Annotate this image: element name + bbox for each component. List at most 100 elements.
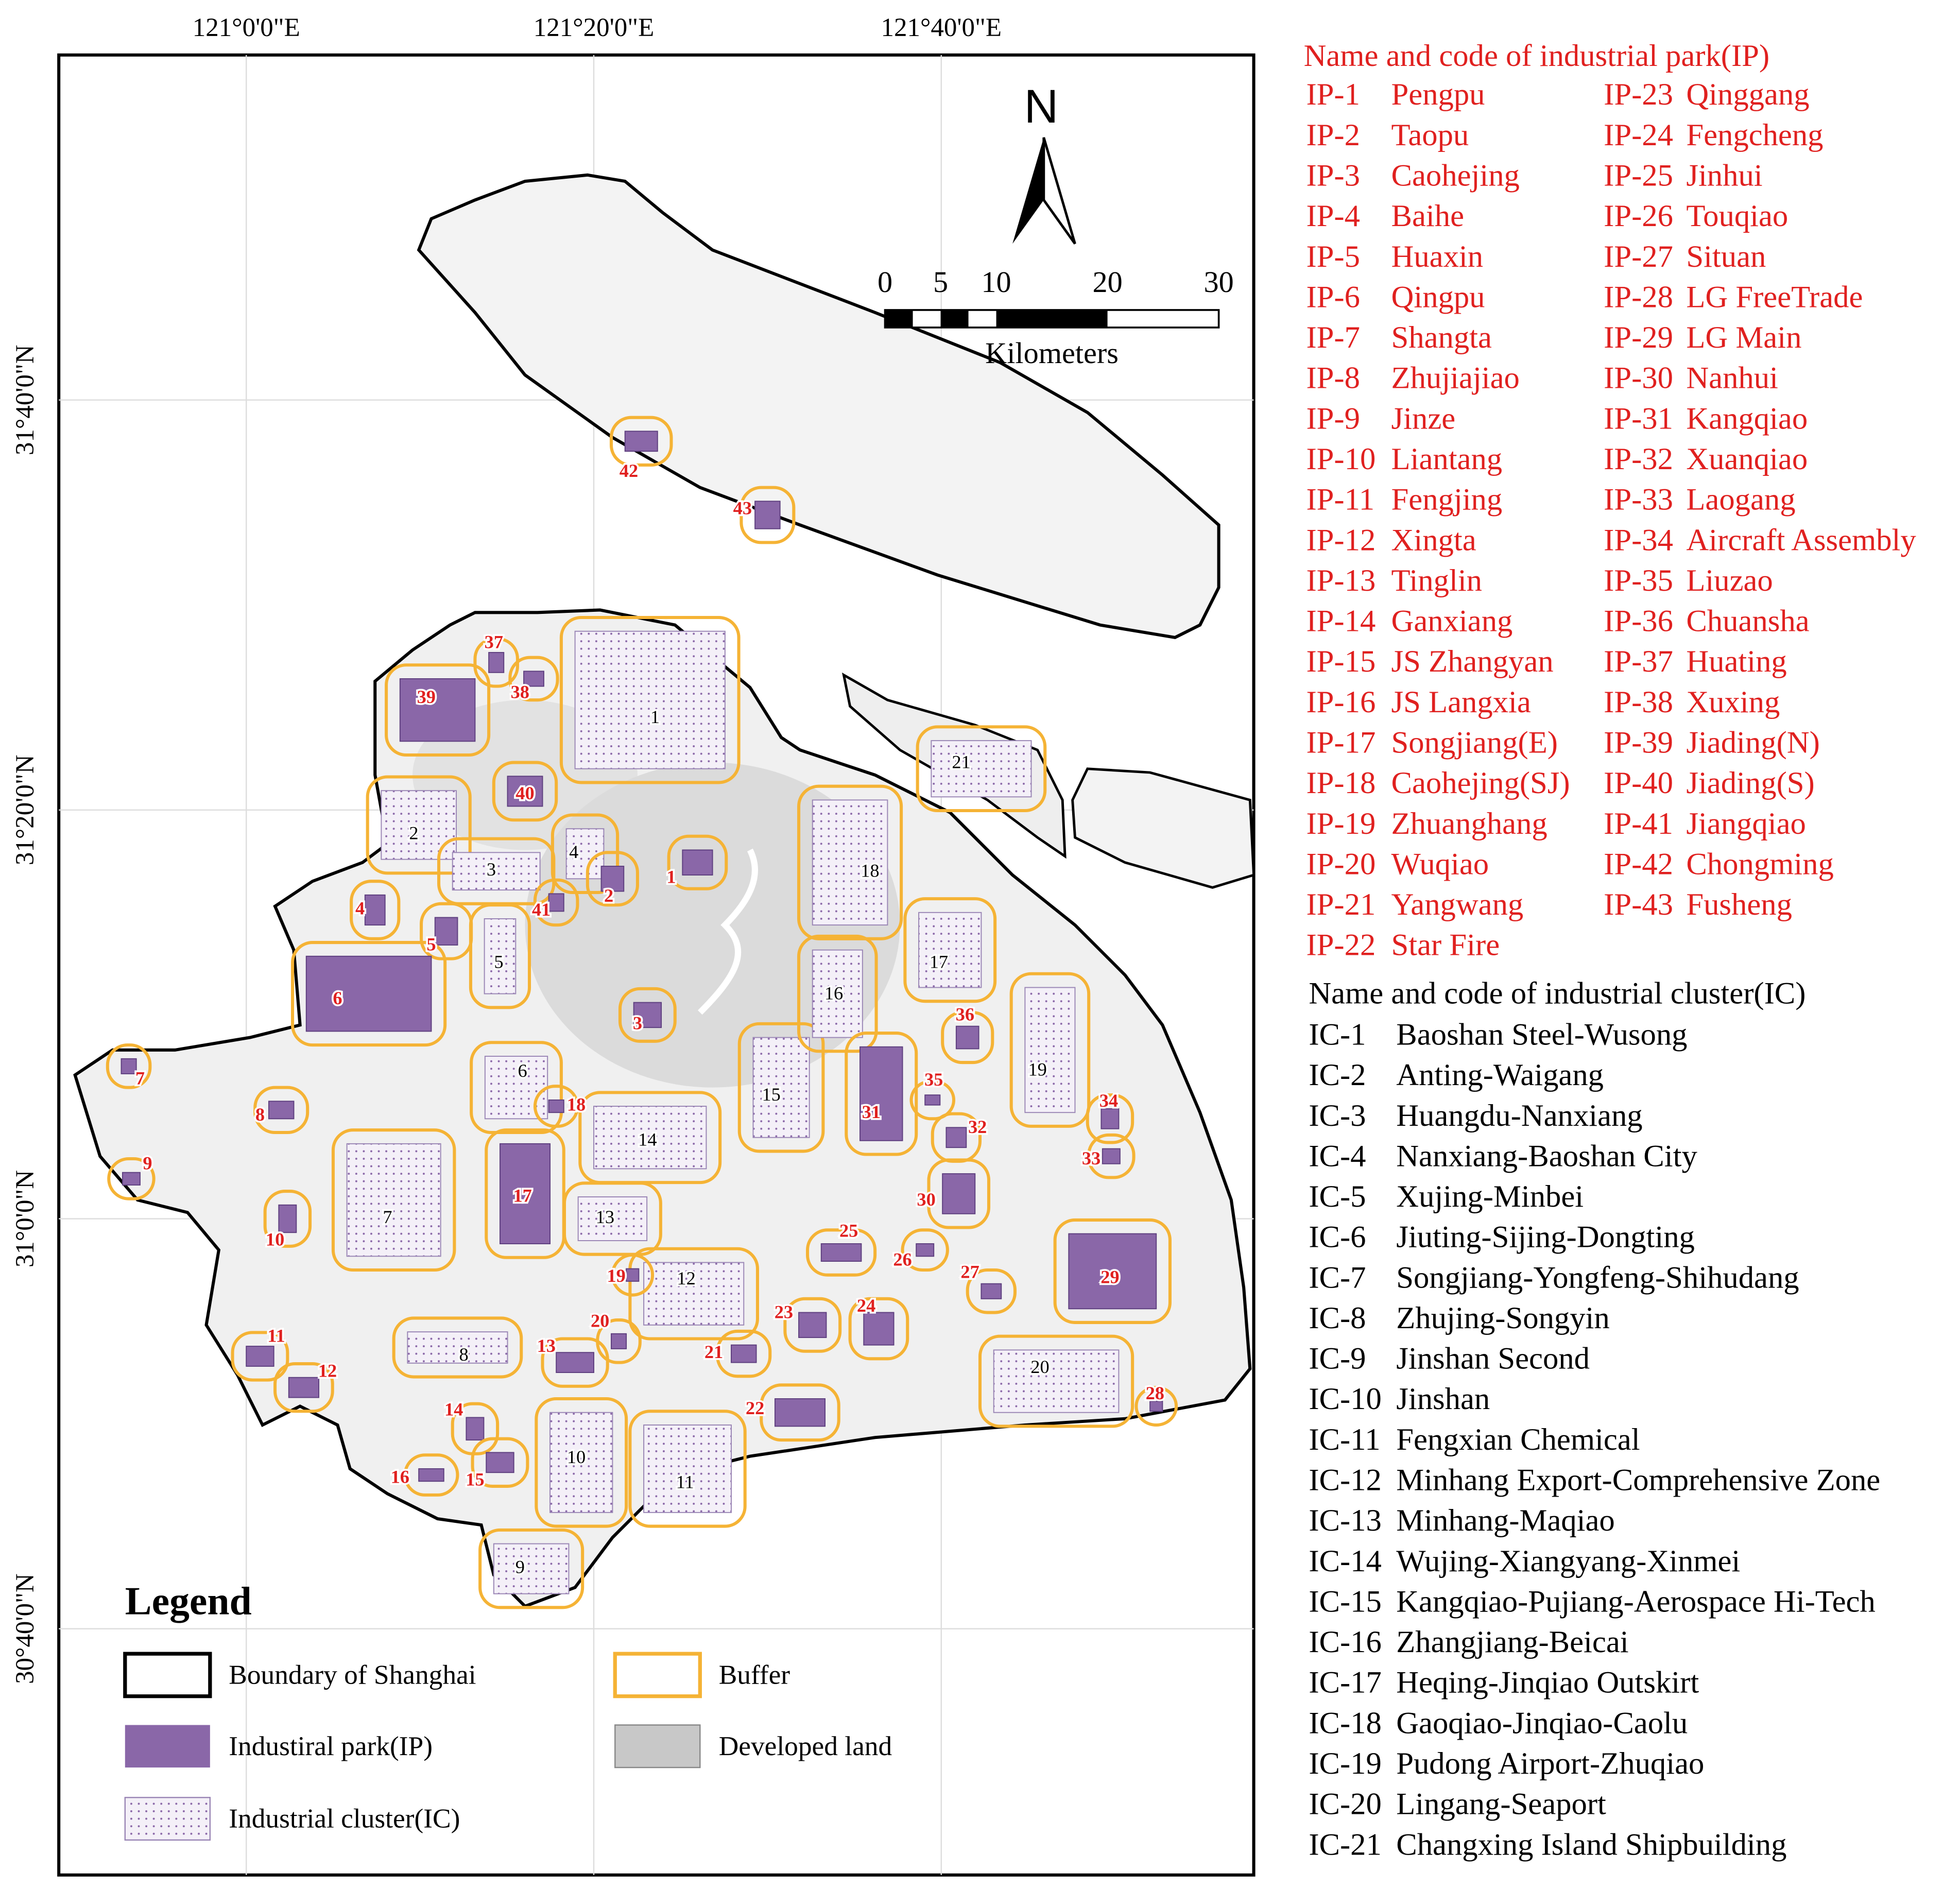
cluster-label: 11 — [676, 1471, 694, 1492]
ip-code: IP-7 — [1306, 320, 1360, 355]
scale-tick-label: 10 — [981, 265, 1011, 299]
north-label: N — [1024, 80, 1059, 133]
park-label: 24 — [857, 1295, 875, 1316]
ip-name: Touqiao — [1686, 199, 1788, 233]
scale-tick-label: 30 — [1203, 265, 1233, 299]
ic-code: IC-1 — [1309, 1017, 1366, 1052]
ip-code: IP-4 — [1306, 199, 1360, 233]
ic-name: Lingang-Seaport — [1396, 1787, 1606, 1822]
industrial-park — [364, 894, 386, 926]
ip-code: IP-15 — [1306, 644, 1376, 679]
cluster-label: 1 — [650, 707, 660, 727]
longitude-label: 121°40'0"E — [881, 13, 1002, 42]
buffer — [403, 1453, 459, 1497]
park-label: 40 — [515, 783, 534, 803]
park-label: 3 — [633, 1013, 642, 1034]
cluster-label: 13 — [596, 1207, 614, 1227]
cluster-label: 10 — [567, 1447, 586, 1467]
ip-name: JS Zhangyan — [1391, 644, 1554, 679]
buffer — [1053, 1218, 1172, 1324]
buffer — [471, 1437, 529, 1488]
park-label: 27 — [960, 1262, 979, 1282]
ip-code: IP-2 — [1306, 118, 1360, 152]
park-label: 2 — [604, 885, 613, 906]
cluster-label: 2 — [409, 823, 418, 844]
ip-code: IP-5 — [1306, 239, 1360, 274]
industrial-park — [611, 1333, 627, 1349]
park-label: 11 — [267, 1325, 285, 1346]
ip-code: IP-32 — [1604, 442, 1673, 476]
buffer — [1134, 1386, 1178, 1427]
industrial-park — [774, 1398, 826, 1427]
industrial-cluster — [407, 1331, 508, 1364]
industrial-cluster — [484, 918, 517, 994]
ip-name: Liuzao — [1686, 563, 1773, 598]
ic-code: IC-20 — [1309, 1787, 1382, 1822]
ip-code: IP-20 — [1306, 847, 1376, 881]
ip-name: Liantang — [1391, 442, 1503, 476]
ip-code: IP-34 — [1604, 523, 1673, 557]
buffer — [783, 1297, 842, 1353]
industrial-park — [523, 671, 544, 687]
park-label: 36 — [956, 1004, 974, 1025]
park-label: 21 — [704, 1342, 723, 1362]
ip-code: IP-22 — [1306, 928, 1376, 963]
industrial-park — [682, 849, 713, 876]
ip-code: IP-21 — [1306, 887, 1376, 922]
scale-unit: Kilometers — [985, 336, 1119, 370]
cluster-label: 14 — [638, 1129, 657, 1149]
industrial-cluster — [484, 1055, 548, 1120]
industrial-park — [122, 1172, 141, 1186]
ip-code: IP-30 — [1604, 361, 1673, 396]
ip-name: Situan — [1686, 239, 1766, 274]
cluster-label: 7 — [383, 1207, 392, 1227]
ip-name: Xuanqiao — [1686, 442, 1808, 476]
ip-code: IP-14 — [1306, 604, 1376, 639]
ic-code: IC-21 — [1309, 1827, 1382, 1862]
ic-code: IC-17 — [1309, 1666, 1382, 1700]
industrial-park — [859, 1046, 903, 1141]
legend-label: Developed land — [719, 1730, 892, 1761]
cluster-label: 9 — [515, 1556, 525, 1577]
ic-name: Jinshan — [1396, 1382, 1490, 1416]
buffer — [966, 1268, 1017, 1314]
cluster-label: 21 — [952, 751, 970, 772]
industrial-cluster — [931, 740, 1032, 798]
buffer — [916, 725, 1047, 813]
buffer — [331, 1128, 456, 1272]
latitude-label: 31°40'0"N — [11, 345, 40, 455]
ip-name: Chongming — [1686, 847, 1833, 881]
ip-name: LG Main — [1686, 320, 1801, 355]
park-label: 32 — [968, 1117, 987, 1137]
buffer — [107, 1157, 156, 1200]
industrial-park — [1068, 1233, 1157, 1310]
park-label: 39 — [417, 686, 436, 707]
ip-name: Huaxin — [1391, 239, 1484, 274]
ic-name: Changxing Island Shipbuilding — [1396, 1827, 1786, 1862]
scale-bar-segment — [996, 310, 1108, 328]
ic-name: Fengxian Chemical — [1396, 1422, 1640, 1457]
scale-bar-segment — [940, 310, 969, 328]
park-label: 29 — [1101, 1266, 1119, 1287]
ic-name: Gaoqiao-Jinqiao-Caolu — [1396, 1706, 1688, 1740]
buffer — [350, 880, 401, 940]
ip-name: Huating — [1686, 644, 1786, 679]
scale-tick-label: 0 — [878, 265, 892, 299]
legend-label: Boundary of Shanghai — [229, 1659, 476, 1690]
ip-name: Wuqiao — [1391, 847, 1489, 881]
industrial-cluster — [346, 1143, 441, 1257]
ip-code: IP-6 — [1306, 280, 1360, 314]
ip-code: IP-31 — [1604, 401, 1673, 436]
buffer — [469, 903, 531, 1009]
buffer — [903, 897, 997, 1003]
industrial-park — [486, 1452, 514, 1473]
ip-code: IP-38 — [1604, 685, 1673, 719]
ip-name: Jiading(N) — [1686, 725, 1819, 760]
latitude-label: 31°20'0"N — [11, 755, 40, 866]
cluster-label: 20 — [1030, 1357, 1049, 1377]
hengsha-island — [1071, 767, 1256, 889]
buffer — [253, 1086, 310, 1135]
industrial-park — [945, 1127, 967, 1148]
buffer — [541, 1337, 609, 1388]
cluster-label: 16 — [824, 983, 843, 1003]
